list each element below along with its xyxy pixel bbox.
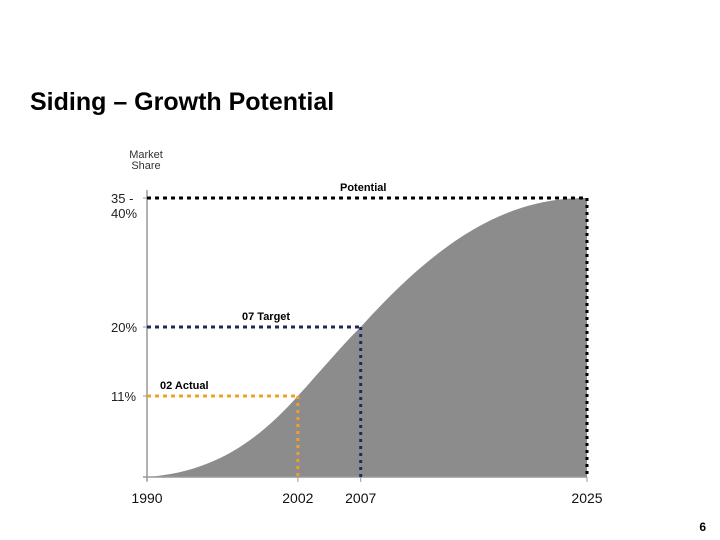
annotation-label: Potential bbox=[340, 182, 386, 194]
y-tick-label: 35 - bbox=[111, 191, 133, 206]
y-tick-label: 40% bbox=[111, 206, 137, 221]
x-tick-label: 2025 bbox=[571, 490, 602, 506]
x-tick-label: 2007 bbox=[345, 490, 376, 506]
annotation-label: 07 Target bbox=[242, 311, 290, 323]
y-tick-label: 11% bbox=[111, 389, 136, 404]
x-tick-label: 1990 bbox=[131, 490, 162, 506]
annotation-label: 02 Actual bbox=[160, 380, 209, 392]
x-tick-label: 2002 bbox=[282, 490, 313, 506]
y-axis-label-line2: Share bbox=[131, 160, 160, 172]
y-tick-label: 20% bbox=[111, 320, 137, 335]
y-axis-label-line1: Market bbox=[129, 149, 163, 161]
slide-title: Siding – Growth Potential bbox=[30, 88, 335, 116]
growth-area bbox=[147, 198, 587, 477]
page-number: 6 bbox=[699, 520, 706, 534]
